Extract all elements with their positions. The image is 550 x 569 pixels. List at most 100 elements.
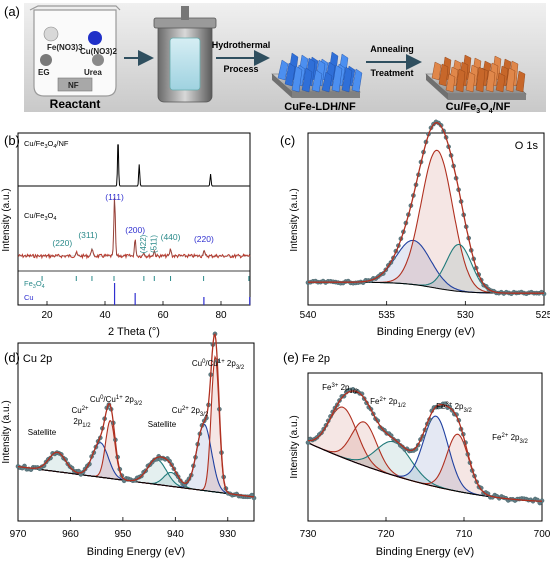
urea-particle	[92, 54, 104, 66]
xrd-peak-label: (511)	[149, 235, 158, 253]
peak-annotation: Fe2+ 2p1/2	[370, 397, 406, 409]
nanosheet	[341, 66, 353, 93]
o1s-plot-frame	[307, 132, 545, 306]
hydrothermal-label: Hydrothermal	[212, 40, 271, 50]
cu2p-y-axis-label: Intensity (a.u.)	[1, 400, 12, 463]
peak-annotation: 2p1/2	[73, 417, 91, 429]
data-point	[380, 271, 386, 276]
xps-x-tick-label: 930	[219, 529, 236, 540]
panel-e-label: (e) Fe 2p	[283, 350, 330, 365]
process-label: Process	[223, 64, 258, 74]
nanosheet	[431, 61, 442, 81]
envelope-line	[17, 333, 255, 498]
nanosheet	[331, 64, 343, 93]
nf-substrate	[57, 77, 93, 92]
beaker-item-eg: EG	[38, 68, 50, 77]
xps-x-tick-label: 540	[300, 310, 317, 321]
peak-annotation: Fe2+ 2p3/2	[492, 433, 528, 445]
xrd-x-tick-label: 40	[99, 310, 111, 321]
xrd-y-axis-label: Intensity (a.u.)	[1, 188, 12, 251]
panel-d-label: (d) Cu 2p	[4, 350, 52, 365]
o1s-title: O 1s	[515, 140, 539, 152]
xps-x-tick-label: 950	[115, 529, 132, 540]
xps-cu2p-panel: (d) Cu 2p 970 960 950 940 930 Satellite Satell…	[1, 331, 257, 558]
nanosheet	[465, 71, 476, 93]
xps-x-tick-label: 525	[536, 310, 550, 321]
xrd-x-tick-label: 80	[215, 310, 227, 321]
xrd-peak-label: (220)	[52, 238, 72, 248]
synthesis-schematic-panel: (a) Fe(NO3)3 Cu(NO3)2 EG Urea NF Reactan…	[4, 3, 546, 115]
xps-x-tick-label: 710	[456, 529, 473, 540]
nanosheet	[277, 59, 289, 81]
xps-x-tick-label: 960	[62, 529, 79, 540]
peak-annotation: Satellite	[148, 420, 177, 429]
nanosheet	[301, 67, 313, 93]
xps-fe2p-panel: (e) Fe 2p 730 720 710 700 Fe3+ 2p1/2 Fe2+ 2p1…	[283, 350, 550, 558]
nanosheet	[495, 72, 506, 93]
cu-fe3o4-array-icon	[425, 54, 527, 100]
product1-caption: CuFe-LDH/NF	[284, 101, 356, 113]
xps-o1s-panel: (c) O 1s 540 535 530 525 Binding Energy (eV…	[280, 119, 550, 338]
xrd-panel: (b) 20 40 60 80 (111) (220) (311) (200)(422) (5…	[1, 132, 251, 338]
beaker-item-cu: Cu(NO3)2	[80, 47, 117, 56]
beaker-item-fe: Fe(NO3)3	[47, 43, 83, 52]
xrd-series-cufe3o4-nf	[18, 144, 250, 187]
nanosheet	[284, 62, 296, 87]
o1s-y-axis-label: Intensity (a.u.)	[289, 188, 300, 251]
fe2p-y-axis-label: Intensity (a.u.)	[289, 415, 300, 478]
fe2p-plot-frame	[307, 372, 543, 522]
cu2p-plot-frame	[17, 342, 255, 522]
nanosheet	[438, 63, 449, 87]
beaker-item-nf: NF	[68, 81, 79, 90]
panel-b-label: (b)	[4, 133, 20, 148]
fe-nitrate-particle	[43, 26, 59, 42]
xrd-peak-label: (422)	[139, 234, 148, 253]
data-point	[541, 291, 547, 297]
xrd-peak-label: (220)	[194, 234, 214, 244]
nanosheet	[485, 69, 496, 93]
xrd-x-tick-label: 20	[41, 310, 53, 321]
fit-component-fill	[308, 150, 544, 294]
xrd-x-tick-label: 60	[157, 310, 169, 321]
xps-x-tick-label: 970	[10, 529, 27, 540]
o1s-x-axis-label: Binding Energy (eV)	[377, 326, 475, 338]
xps-x-tick-label: 720	[378, 529, 395, 540]
xps-x-tick-label: 730	[300, 529, 317, 540]
nanosheet	[455, 68, 466, 93]
eg-particle	[40, 54, 52, 66]
xrd-peak-label: (111)	[105, 192, 124, 202]
xrd-peak-label: (311)	[78, 230, 97, 240]
peak-annotation: Fe3+ 2p1/2	[322, 383, 358, 395]
xrd-fit-line	[18, 199, 250, 257]
nanosheet	[351, 68, 363, 93]
xrd-peak-label: (440)	[161, 232, 181, 242]
reactant-caption: Reactant	[50, 97, 101, 111]
product2-caption: Cu/Fe3O4/NF	[446, 101, 511, 115]
nanosheet	[321, 71, 333, 93]
autoclave-icon	[153, 6, 217, 103]
panel-a-label: (a)	[4, 4, 20, 19]
peak-annotation: Cu2+ 2p3/2	[172, 406, 209, 418]
xrd-series-label-top: Cu/Fe3O4/NF	[24, 139, 69, 150]
nanosheet	[445, 73, 456, 93]
peak-annotation: Satellite	[28, 428, 57, 437]
fit-component-fill	[308, 240, 544, 294]
cu2p-x-axis-label: Binding Energy (eV)	[87, 546, 185, 558]
xrd-series-label-bottom: Cu/Fe3O4	[24, 211, 56, 222]
xps-x-tick-label: 530	[457, 310, 474, 321]
ldh-nanosheet-array-icon	[271, 51, 363, 98]
ref-label-cu: Cu	[24, 293, 34, 302]
annealing-label: Annealing	[370, 44, 414, 54]
ref-label-fe3o4: Fe3O4	[24, 279, 45, 290]
envelope-line	[308, 122, 544, 294]
fit-component-fill	[308, 407, 542, 502]
xps-x-tick-label: 535	[378, 310, 395, 321]
xps-x-tick-label: 940	[167, 529, 184, 540]
treatment-label: Treatment	[370, 68, 413, 78]
fit-component-fill	[308, 416, 542, 502]
panel-c-label: (c)	[280, 133, 295, 148]
xrd-plot-frame	[17, 132, 251, 306]
peak-annotation: Fe3+ 2p3/2	[436, 402, 472, 414]
xps-x-tick-label: 700	[534, 529, 550, 540]
